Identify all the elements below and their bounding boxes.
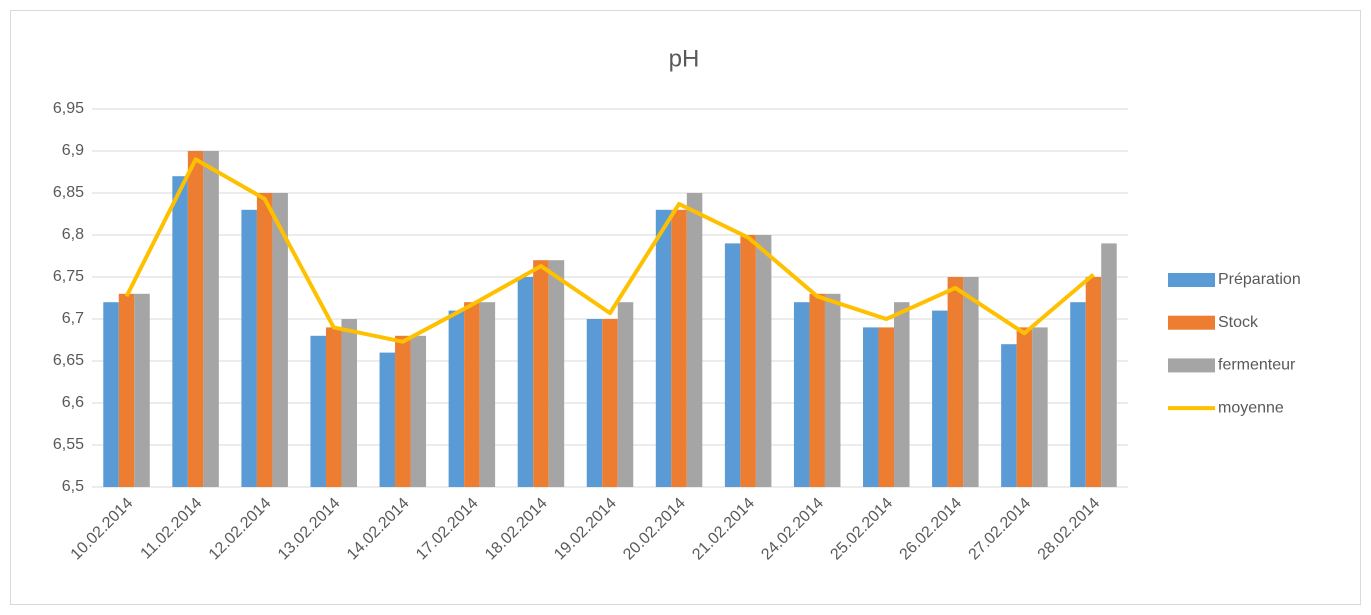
legend-swatch: [1168, 358, 1215, 373]
bar: [602, 319, 618, 487]
bar: [793, 302, 810, 487]
bar: [963, 277, 979, 487]
bar: [686, 193, 703, 487]
legend-swatch: [1168, 315, 1215, 330]
bar: [341, 319, 357, 487]
bar: [533, 260, 549, 487]
bar: [134, 293, 150, 487]
y-tick-label: 6,8: [62, 226, 84, 243]
bar: [1001, 344, 1017, 487]
bar: [410, 335, 427, 487]
bar: [863, 327, 879, 487]
bar: [655, 209, 672, 488]
bar: [548, 260, 565, 487]
y-tick-label: 6,7: [62, 310, 84, 327]
y-tick-label: 6,95: [53, 100, 84, 117]
y-tick-label: 6,75: [53, 268, 84, 285]
bar: [1101, 243, 1117, 487]
bar: [894, 302, 910, 487]
bar: [272, 193, 288, 487]
bar: [740, 235, 756, 487]
bar: [325, 327, 342, 487]
bar: [671, 209, 687, 488]
chart-title: pH: [669, 45, 700, 72]
bar: [724, 243, 741, 487]
bar: [1070, 302, 1086, 487]
legend-swatch: [1168, 273, 1215, 287]
bar: [1085, 277, 1102, 487]
y-tick-label: 6,65: [53, 352, 84, 369]
legend-label: Stock: [1218, 314, 1259, 331]
bar: [256, 193, 273, 487]
bar: [947, 277, 964, 487]
legend-label: moyenne: [1218, 399, 1284, 416]
y-tick-label: 6,5: [62, 478, 84, 495]
bar: [517, 277, 534, 487]
bar: [448, 310, 465, 487]
bar: [809, 293, 825, 487]
bar: [103, 302, 119, 487]
y-tick-label: 6,9: [62, 142, 84, 159]
bar: [310, 335, 326, 487]
y-tick-label: 6,6: [62, 394, 84, 411]
bar: [203, 151, 219, 487]
bar: [878, 327, 895, 487]
bar: [824, 293, 841, 487]
y-tick-label: 6,55: [53, 436, 84, 453]
bar: [617, 302, 634, 487]
y-tick-label: 6,85: [53, 184, 84, 201]
legend-label: fermenteur: [1218, 357, 1296, 374]
bar: [1032, 327, 1048, 487]
legend-label: Préparation: [1218, 271, 1301, 288]
bar: [379, 352, 396, 487]
bar: [479, 302, 496, 487]
bar: [118, 293, 135, 487]
bar: [187, 151, 204, 487]
bar: [1016, 327, 1033, 487]
line: [124, 157, 1095, 344]
bar: [755, 235, 772, 487]
bar: [395, 335, 411, 487]
bar: [932, 310, 948, 487]
bar: [172, 176, 188, 487]
bar: [241, 209, 257, 488]
bar: [464, 302, 480, 487]
bar: [586, 319, 603, 487]
